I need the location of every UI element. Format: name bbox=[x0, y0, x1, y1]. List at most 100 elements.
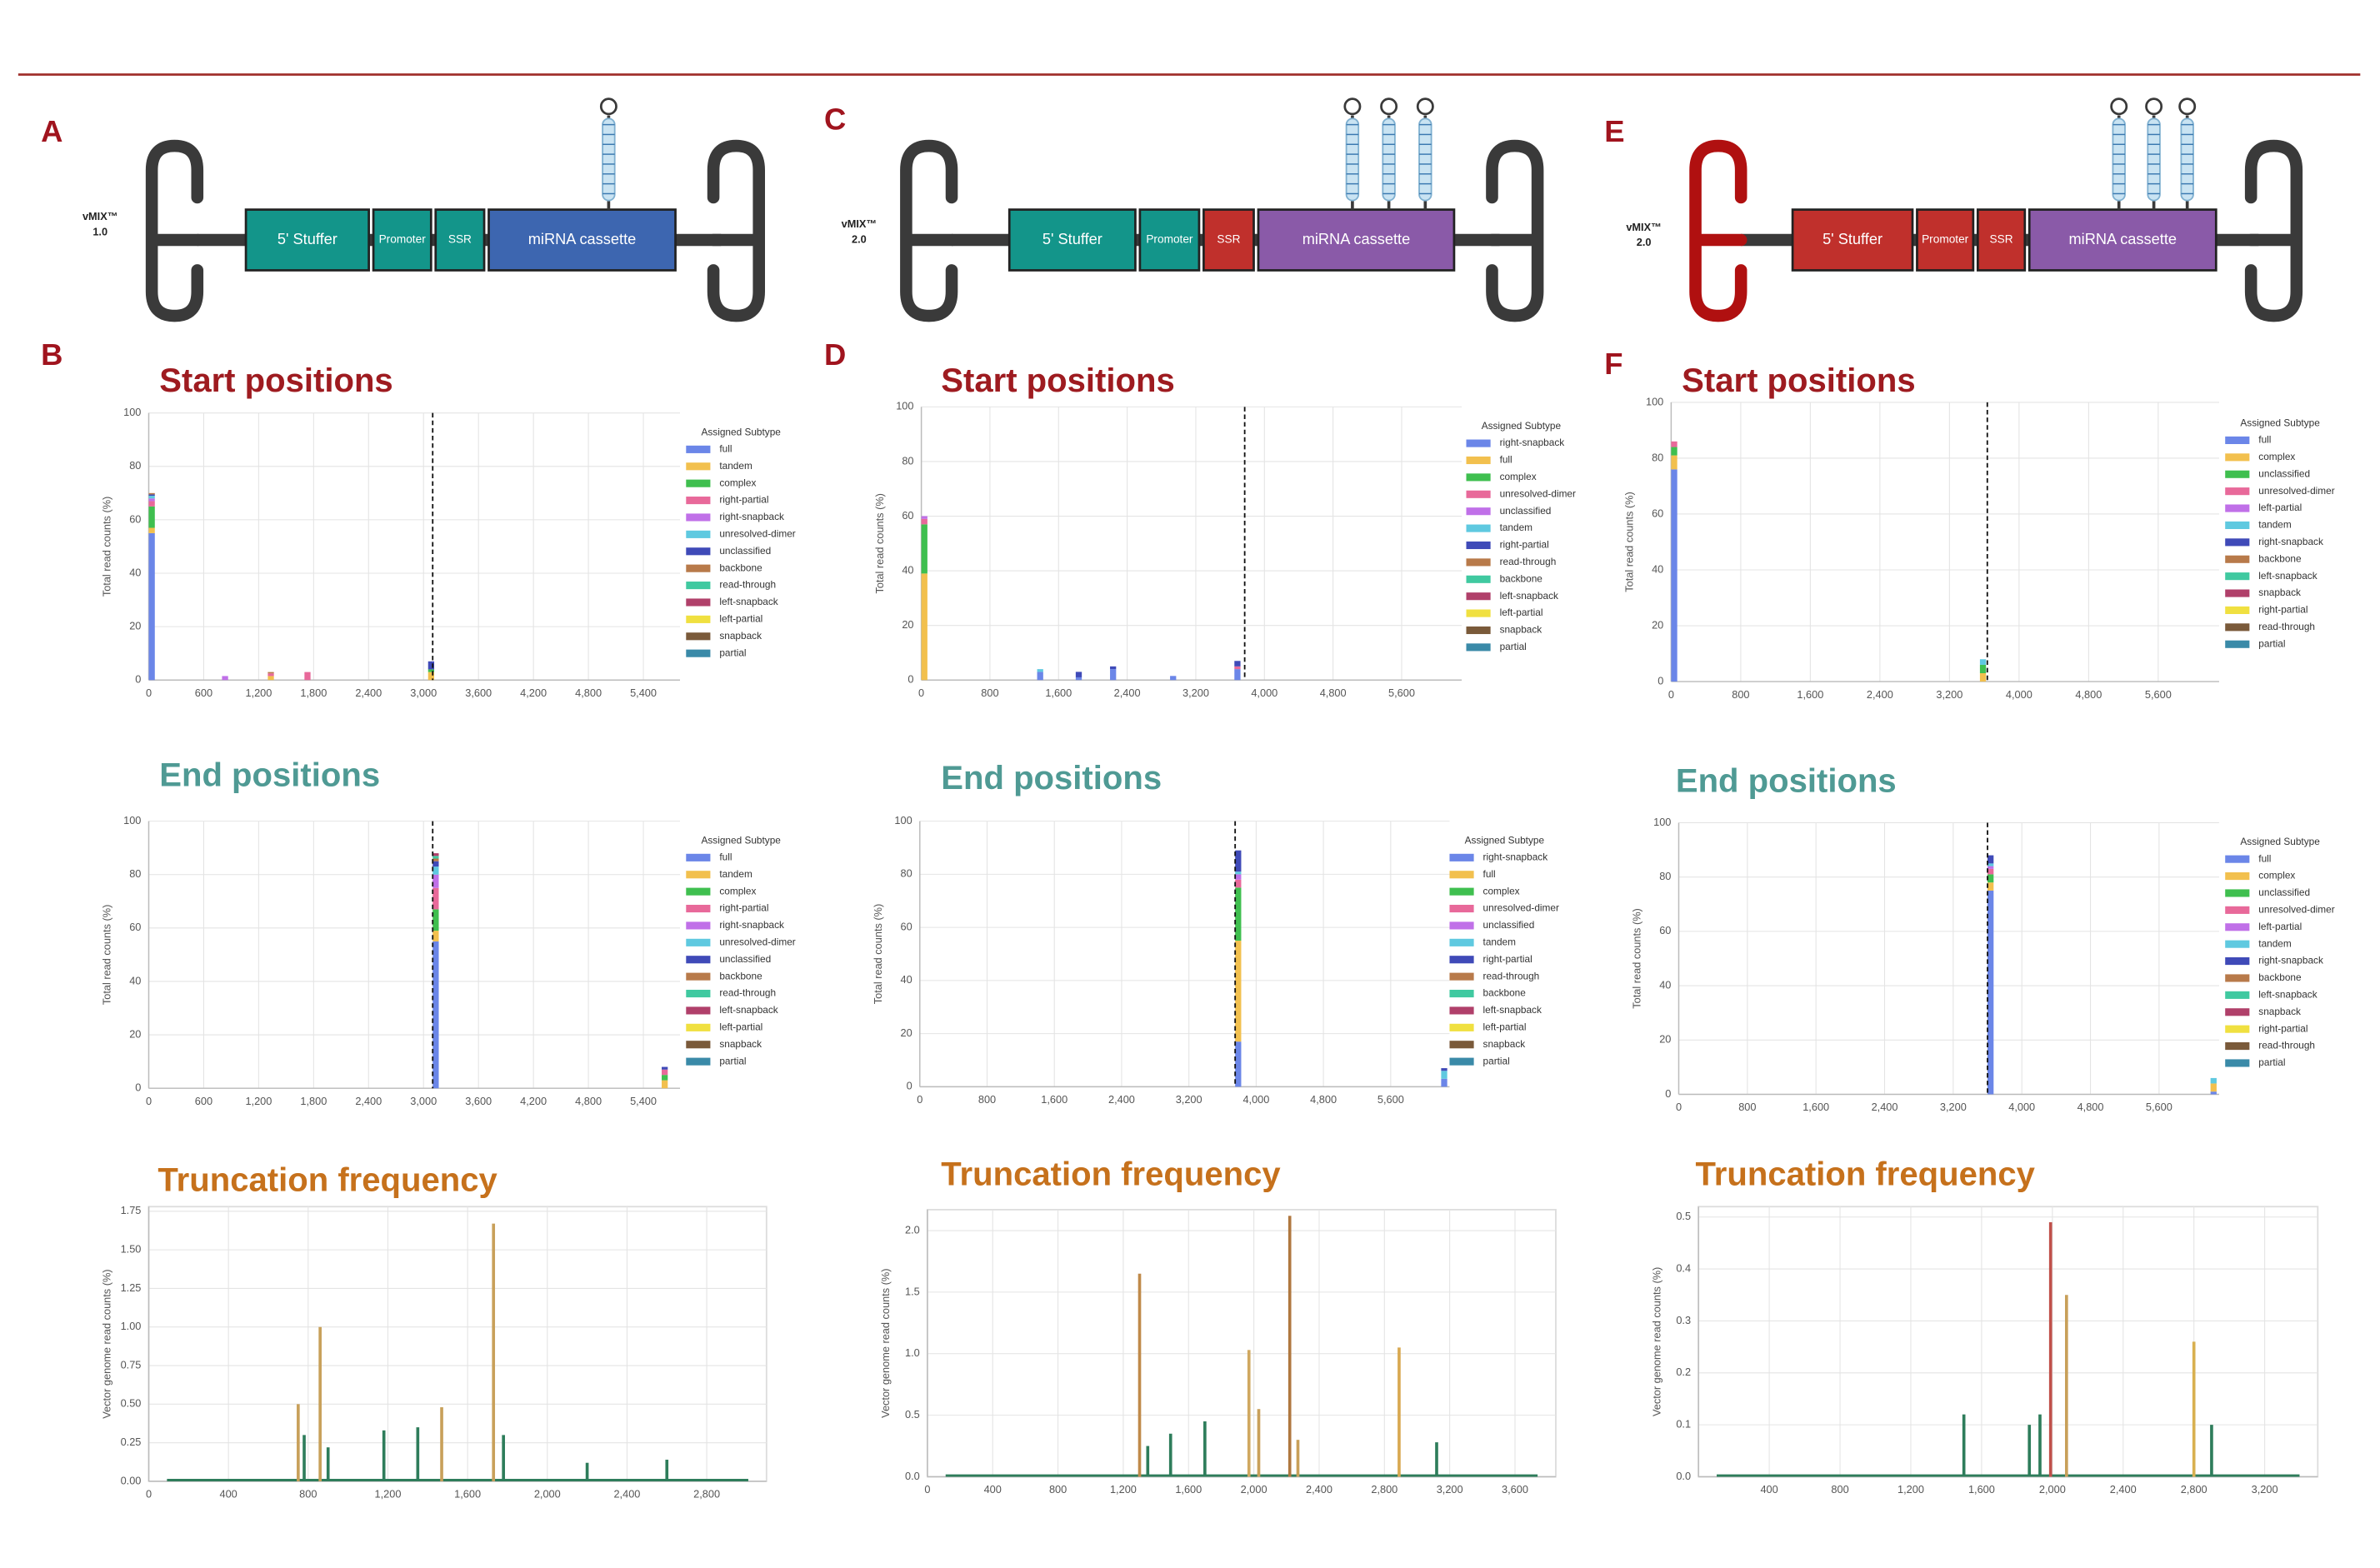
y-tick-label: 1.25 bbox=[121, 1281, 142, 1294]
x-tick-label: 5,600 bbox=[2146, 1101, 2172, 1113]
hairpin bbox=[2112, 118, 2125, 200]
bar-segment bbox=[922, 573, 928, 680]
x-tick-label: 1,200 bbox=[1898, 1483, 1924, 1496]
hairpin bbox=[2181, 118, 2193, 200]
plot-frame bbox=[1698, 1206, 2318, 1476]
panel-letter: D bbox=[824, 337, 846, 372]
y-tick-label: 0.25 bbox=[121, 1436, 142, 1448]
legend-swatch bbox=[1449, 905, 1473, 912]
y-tick-label: 80 bbox=[129, 459, 141, 472]
x-tick-label: 800 bbox=[299, 1488, 317, 1501]
x-tick-label: 0 bbox=[146, 687, 152, 699]
element-label: Promoter bbox=[379, 233, 427, 246]
legend-label: unclassified bbox=[2258, 467, 2310, 479]
x-tick-label: 4,800 bbox=[575, 687, 602, 699]
spike bbox=[327, 1447, 330, 1481]
legend-label: backbone bbox=[1483, 987, 1527, 999]
y-tick-label: 0.2 bbox=[1676, 1366, 1691, 1378]
legend-swatch bbox=[1467, 525, 1491, 532]
spike bbox=[297, 1404, 300, 1481]
legend-label: unclassified bbox=[1500, 505, 1552, 517]
y-axis-label: Total read counts (%) bbox=[872, 904, 884, 1004]
bar-segment bbox=[662, 1067, 668, 1070]
x-tick-label: 800 bbox=[1738, 1101, 1756, 1113]
x-tick-label: 3,200 bbox=[1936, 688, 1962, 701]
legend-swatch bbox=[2225, 572, 2249, 580]
x-tick-label: 4,800 bbox=[2078, 1101, 2104, 1113]
x-tick-label: 2,400 bbox=[355, 687, 382, 699]
section-title: Start positions bbox=[159, 362, 392, 399]
spike bbox=[1138, 1274, 1142, 1477]
hairpin-loop bbox=[1345, 99, 1360, 114]
x-tick-label: 3,200 bbox=[2252, 1483, 2278, 1496]
y-axis-label: Total read counts (%) bbox=[101, 905, 113, 1005]
y-tick-label: 20 bbox=[129, 1027, 141, 1040]
legend-swatch bbox=[2225, 1008, 2249, 1016]
bar-segment bbox=[1671, 442, 1677, 447]
legend-swatch bbox=[686, 446, 710, 453]
legend-swatch bbox=[1449, 990, 1473, 997]
hairpin bbox=[2148, 118, 2160, 200]
legend-swatch bbox=[2225, 872, 2249, 880]
legend-swatch bbox=[686, 1058, 710, 1066]
bar-segment bbox=[1235, 871, 1241, 874]
legend-label: partial bbox=[719, 647, 746, 658]
y-tick-label: 60 bbox=[129, 921, 141, 933]
plot-frame bbox=[1671, 402, 2219, 682]
chart: Start positions02040608010008001,6002,40… bbox=[1623, 362, 2335, 701]
spike bbox=[2065, 1295, 2068, 1476]
bar-segment bbox=[1441, 1068, 1447, 1071]
legend-label: unresolved-dimer bbox=[1483, 902, 1559, 914]
legend-swatch bbox=[2225, 856, 2249, 863]
x-tick-label: 0 bbox=[924, 1483, 930, 1496]
bar-segment bbox=[2211, 1083, 2217, 1091]
x-tick-label: 0 bbox=[918, 687, 924, 699]
x-tick-label: 2,800 bbox=[693, 1488, 720, 1501]
y-tick-label: 0 bbox=[135, 1081, 141, 1094]
legend-swatch bbox=[1449, 1006, 1473, 1014]
x-tick-label: 5,600 bbox=[2145, 688, 2172, 701]
legend-label: full bbox=[719, 851, 732, 862]
legend-swatch bbox=[2225, 1026, 2249, 1033]
bar-segment bbox=[432, 853, 438, 856]
spike bbox=[1962, 1415, 1966, 1477]
y-tick-label: 100 bbox=[894, 814, 912, 826]
bar-segment bbox=[222, 676, 228, 680]
legend-swatch bbox=[2225, 453, 2249, 461]
bar-segment bbox=[2211, 1091, 2217, 1094]
legend-swatch bbox=[2225, 941, 2249, 948]
spike bbox=[1288, 1216, 1292, 1476]
x-tick-label: 0 bbox=[1668, 688, 1674, 701]
legend-swatch bbox=[686, 632, 710, 640]
bar-segment bbox=[1234, 667, 1240, 669]
y-tick-label: 0.50 bbox=[121, 1397, 142, 1410]
legend-label: backbone bbox=[2258, 552, 2302, 564]
legend-label: unresolved-dimer bbox=[719, 936, 795, 947]
element-label: SSR bbox=[1217, 233, 1240, 246]
legend-swatch bbox=[1449, 854, 1473, 861]
bar-segment bbox=[1170, 676, 1176, 680]
plot-frame bbox=[928, 1210, 1556, 1477]
panel-letter: F bbox=[1604, 347, 1622, 381]
bar-segment bbox=[432, 931, 438, 941]
legend-title: Assigned Subtype bbox=[702, 834, 782, 846]
section-title: End positions bbox=[941, 760, 1162, 796]
vector-version: 1.0 bbox=[92, 225, 108, 237]
legend-label: full bbox=[1500, 454, 1512, 466]
bar-segment bbox=[432, 866, 438, 875]
figure: AvMIX™1.05' StufferPromoterSSRmiRNA cass… bbox=[0, 0, 2380, 1568]
section-title: Start positions bbox=[1682, 362, 1915, 399]
legend-label: left-snapback bbox=[719, 596, 778, 607]
hairpin-loop bbox=[2112, 99, 2127, 114]
x-tick-label: 3,200 bbox=[1437, 1483, 1463, 1496]
bar-segment bbox=[1234, 669, 1240, 680]
itr bbox=[1696, 146, 1742, 316]
hairpin-loop bbox=[1418, 99, 1432, 114]
x-tick-label: 1,600 bbox=[1968, 1483, 1995, 1496]
legend-label: complex bbox=[1500, 471, 1537, 482]
bar-segment bbox=[432, 888, 438, 910]
y-tick-label: 0.00 bbox=[121, 1474, 142, 1486]
y-tick-label: 1.75 bbox=[121, 1204, 142, 1216]
y-tick-label: 60 bbox=[902, 509, 913, 522]
hairpin-loop bbox=[2180, 99, 2195, 114]
